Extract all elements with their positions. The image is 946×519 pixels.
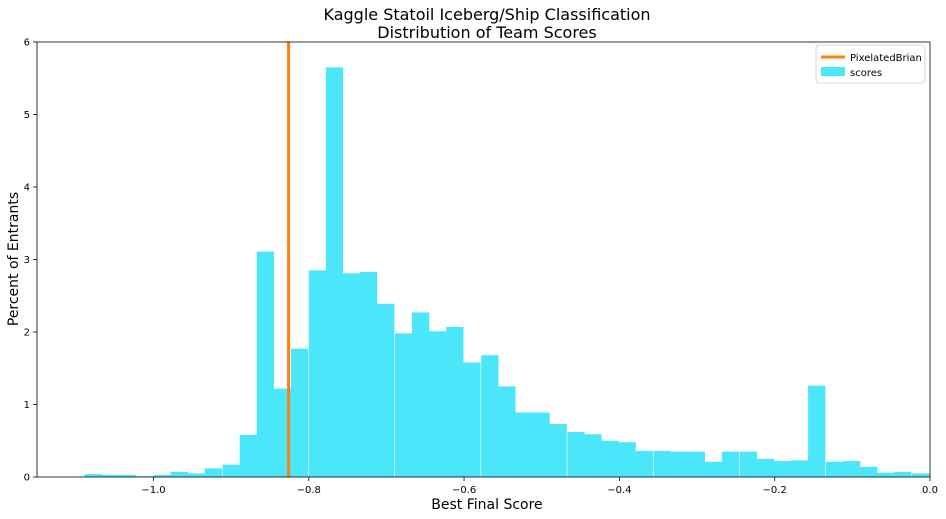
histogram-bar	[273, 388, 292, 477]
y-axis-label: Percent of Entrants	[6, 192, 22, 326]
histogram-bar	[239, 434, 257, 477]
chart-title: Kaggle Statoil Iceberg/Ship Classificati…	[323, 5, 650, 24]
histogram-bar	[584, 434, 602, 477]
histogram-bar	[222, 464, 240, 477]
histogram-bar	[825, 461, 844, 477]
histogram-bar	[463, 362, 481, 477]
histogram-bar	[843, 461, 861, 477]
histogram-bar	[256, 251, 274, 477]
y-tick-label: 2	[24, 328, 30, 339]
histogram-bar	[515, 412, 533, 477]
histogram-bar	[773, 461, 792, 477]
histogram-bar	[860, 466, 878, 477]
histogram-bar	[118, 474, 136, 477]
legend-entry-pixelatedbrian: PixelatedBrian	[850, 53, 922, 64]
histogram-bar	[204, 468, 222, 477]
histogram-bar	[394, 333, 413, 477]
histogram-bar	[481, 355, 499, 477]
y-tick-label: 1	[24, 400, 30, 411]
histogram-bar	[101, 474, 119, 477]
x-tick-label: −0.8	[297, 485, 321, 496]
x-axis-ticks: −1.0 −0.8 −0.6 −0.4 −0.2 0.0	[141, 477, 938, 496]
chart-subtitle: Distribution of Team Scores	[377, 23, 596, 42]
x-tick-label: −1.0	[141, 485, 165, 496]
histogram-bar	[360, 271, 378, 477]
histogram-bars	[84, 67, 930, 477]
histogram-bar	[308, 270, 327, 477]
histogram-bar	[912, 473, 930, 477]
histogram-bar	[894, 471, 912, 477]
histogram-bar	[739, 451, 757, 477]
histogram-bar	[635, 450, 653, 477]
legend: PixelatedBrian scores	[815, 44, 926, 84]
y-tick-label: 0	[24, 473, 30, 484]
histogram-bar	[791, 460, 809, 477]
y-axis-ticks: 0 1 2 3 4 5 6	[24, 38, 37, 484]
x-tick-label: 0.0	[922, 485, 938, 496]
histogram-bar	[446, 326, 464, 477]
histogram-bar	[687, 451, 705, 477]
histogram-bar	[618, 442, 636, 477]
histogram-bar	[342, 273, 361, 477]
x-tick-label: −0.2	[763, 485, 787, 496]
y-tick-label: 4	[24, 183, 30, 194]
histogram-bar	[84, 474, 102, 477]
histogram-bar	[498, 386, 516, 477]
histogram-bar	[808, 385, 826, 477]
y-tick-label: 5	[24, 110, 30, 121]
histogram-bar	[704, 461, 723, 477]
histogram-bar	[721, 451, 740, 477]
x-tick-label: −0.4	[607, 485, 631, 496]
histogram-bar	[877, 472, 895, 477]
x-axis-label: Best Final Score	[431, 497, 542, 513]
histogram-bar	[549, 424, 567, 477]
legend-bar-swatch	[821, 67, 845, 76]
histogram-bar	[756, 458, 775, 477]
histogram-bar	[412, 312, 430, 477]
histogram-bar	[153, 474, 171, 477]
x-tick-label: −0.6	[452, 485, 476, 496]
histogram-bar	[567, 432, 585, 477]
y-tick-label: 3	[24, 255, 30, 266]
histogram-bar	[670, 451, 688, 477]
histogram-bar	[170, 471, 188, 477]
histogram-bar	[377, 303, 395, 477]
histogram-bar	[653, 450, 671, 477]
histogram-bar	[290, 348, 309, 477]
y-tick-label: 6	[24, 38, 30, 49]
histogram-bar	[429, 331, 447, 477]
histogram-bar	[532, 412, 550, 477]
histogram-bar	[187, 473, 205, 477]
legend-entry-scores: scores	[850, 68, 882, 79]
histogram-bar	[325, 67, 344, 477]
histogram-bar	[601, 440, 619, 477]
